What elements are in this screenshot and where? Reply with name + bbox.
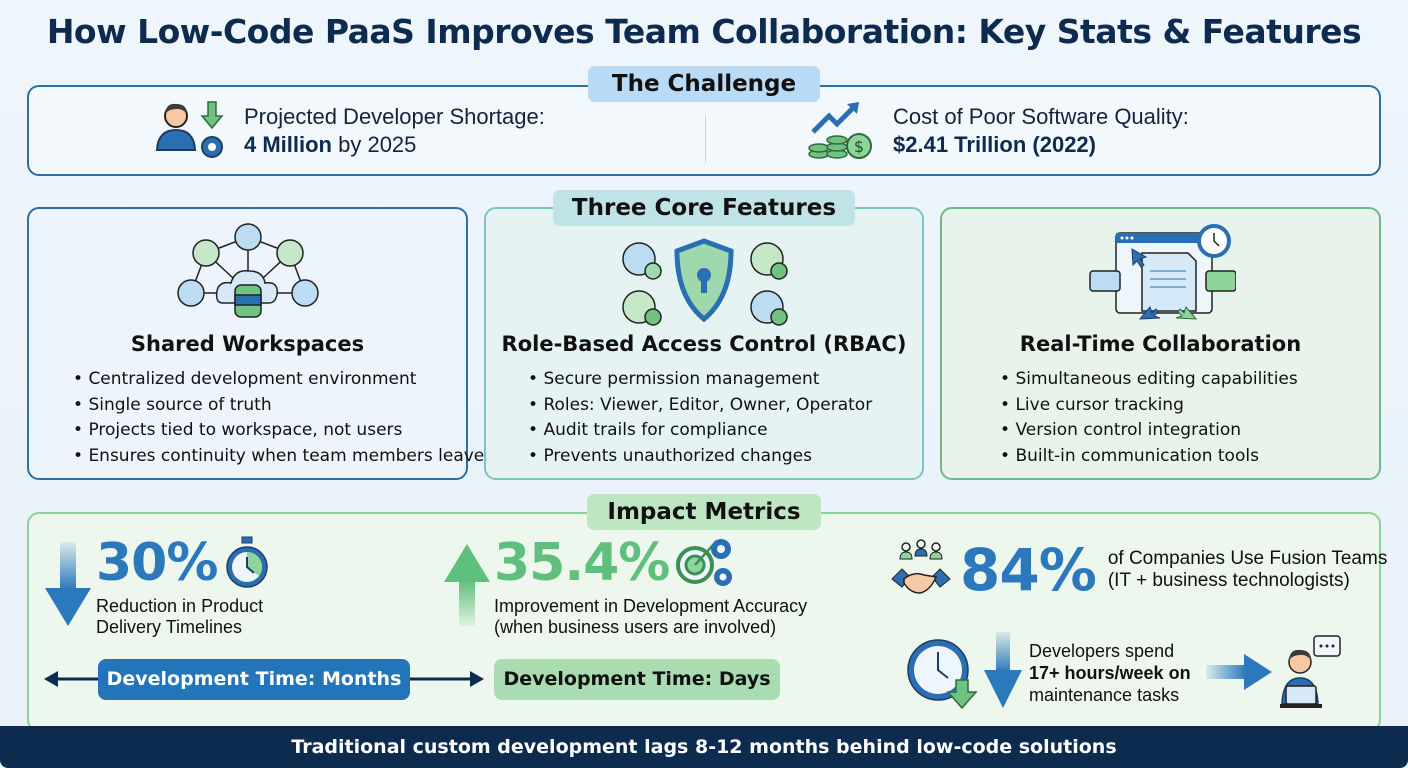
dev-time-months-badge: Development Time: Months (98, 659, 410, 700)
network-workspace-icon (176, 223, 319, 318)
stopwatch-icon (226, 536, 269, 588)
metric-maintenance: Developers spend 17+ hours/week on maint… (906, 632, 1346, 710)
feature-bullets: Centralized development environment Sing… (73, 367, 484, 469)
svg-text:$: $ (854, 137, 864, 156)
feature-bullet: Roles: Viewer, Editor, Owner, Operator (528, 393, 872, 419)
feature-card-shared-workspaces: Shared Workspaces Centralized developmen… (27, 207, 484, 480)
feature-title: Shared Workspaces (130, 332, 365, 356)
metric-desc-line: Improvement in Development Accuracy (494, 596, 808, 616)
maintenance-hours: 17+ hours/week on (1029, 663, 1191, 683)
rising-cost-icon: $ (808, 101, 872, 159)
metric-desc: Reduction in Product Delivery Timelines (96, 596, 271, 638)
metric-desc-line: (IT + business technologists) (1107, 570, 1350, 591)
shortage-text: Projected Developer Shortage: 4 Million … (244, 103, 545, 159)
feature-bullets: Secure permission management Roles: View… (528, 367, 872, 469)
challenge-section-label: The Challenge (588, 66, 820, 102)
feature-bullet: Simultaneous editing capabilities (1000, 367, 1297, 393)
features-section-label: Three Core Features (553, 190, 855, 226)
target-gears-icon (676, 539, 733, 586)
metric-value: 35.4% (494, 533, 670, 593)
handshake-team-icon (891, 539, 951, 594)
up-arrow-icon (444, 544, 490, 626)
feature-bullet: Centralized development environment (73, 367, 484, 393)
metric-desc-line: (when business users are involved) (494, 617, 777, 637)
feature-bullet: Live cursor tracking (1000, 393, 1298, 419)
metric-accuracy-improvement: 35.4% Improvement in Development Accurac… (494, 532, 807, 638)
feature-bullet: Secure permission management (528, 367, 872, 393)
developer-laptop-icon (1280, 635, 1341, 708)
feature-bullet: Audit trails for compliance (528, 418, 872, 444)
cost-value: $2.41 Trillion (2022) (893, 131, 1096, 157)
metric-fusion-teams: 84% of Companies Use Fusion Teams (IT + … (890, 535, 1387, 605)
metric-desc: Improvement in Development Accuracy (whe… (494, 596, 807, 638)
clock-download-icon (907, 639, 978, 710)
developer-shortage-icon (155, 100, 224, 158)
maintenance-line: maintenance tasks (1029, 685, 1180, 705)
footer-banner: Traditional custom development lags 8-12… (0, 726, 1408, 768)
cost-label: Cost of Poor Software Quality: (893, 103, 1189, 129)
feature-bullet: Version control integration (1000, 418, 1298, 444)
maintenance-text: Developers spend 17+ hours/week on maint… (1029, 640, 1191, 706)
metric-desc: of Companies Use Fusion Teams (IT + busi… (1108, 548, 1388, 592)
challenge-item-cost: $ Cost of Poor Software Quality: $2.41 T… (807, 87, 1189, 174)
feature-bullet: Projects tied to workspace, not users (73, 418, 484, 444)
impact-section-label: Impact Metrics (587, 494, 821, 530)
feature-card-realtime: Real-Time Collaboration Simultaneous edi… (940, 207, 1381, 480)
metric-desc-line: Delivery Timelines (96, 617, 243, 637)
challenge-divider (705, 115, 706, 163)
shortage-value: 4 Million (244, 131, 332, 157)
down-arrow-icon (984, 632, 1022, 708)
shortage-label: Projected Developer Shortage: (244, 103, 545, 129)
metric-delivery-reduction: 30% Reduction in Product Delivery Timeli… (96, 532, 271, 638)
dev-time-days-badge: Development Time: Days (494, 659, 780, 700)
metric-value: 84% (960, 536, 1097, 604)
cost-text: Cost of Poor Software Quality: $2.41 Tri… (893, 103, 1189, 159)
shield-lock-icon (622, 238, 788, 326)
feature-bullet: Ensures continuity when team members lea… (73, 444, 484, 470)
metric-value: 30% (96, 533, 218, 593)
feature-title: Role-Based Access Control (RBAC) (501, 332, 907, 356)
metric-desc-line: of Companies Use Fusion Teams (1107, 548, 1388, 569)
metric-desc-line: Reduction in Product (96, 596, 264, 616)
feature-bullet: Built-in communication tools (1000, 444, 1298, 470)
collaboration-window-icon (1088, 224, 1236, 320)
feature-title: Real-Time Collaboration (1019, 332, 1302, 356)
maintenance-line: Developers spend (1029, 641, 1175, 661)
feature-card-rbac: Role-Based Access Control (RBAC) Secure … (484, 207, 924, 480)
challenge-item-shortage: Projected Developer Shortage: 4 Million … (154, 87, 545, 174)
feature-bullet: Prevents unauthorized changes (528, 444, 872, 470)
page-title: How Low-Code PaaS Improves Team Collabor… (46, 12, 1362, 51)
feature-bullets: Simultaneous editing capabilities Live c… (1000, 367, 1298, 470)
right-arrow-icon (1206, 654, 1272, 690)
down-arrow-icon (45, 542, 91, 626)
shortage-year: by 2025 (332, 131, 417, 157)
feature-bullet: Single source of truth (73, 393, 484, 419)
